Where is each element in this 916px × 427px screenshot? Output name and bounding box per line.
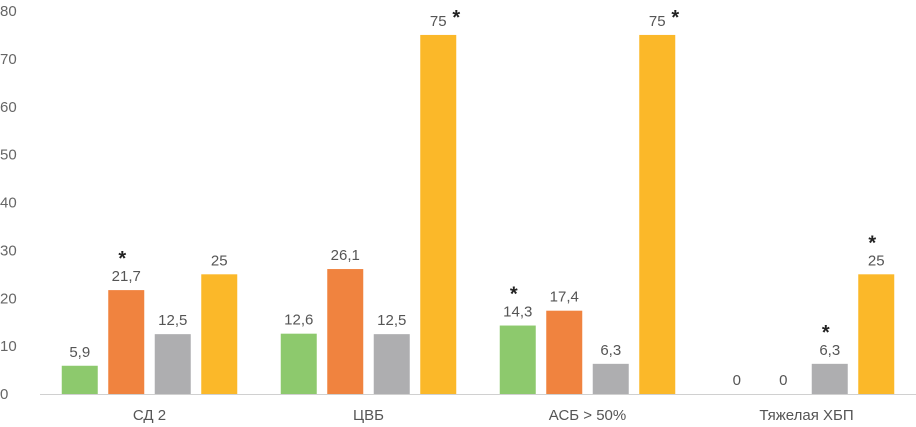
data-label: 0 (733, 372, 741, 389)
bar (201, 274, 238, 394)
data-label: 12,6 (284, 312, 313, 329)
data-label: 6,3 (819, 342, 840, 359)
data-label: 75 (430, 13, 447, 30)
significance-marker: * (868, 232, 876, 254)
y-tick-label: 40 (0, 195, 17, 212)
bar (546, 310, 583, 394)
significance-marker: * (822, 322, 830, 344)
bar (280, 333, 317, 394)
bar (811, 363, 848, 394)
bar (61, 365, 98, 394)
y-tick-label: 0 (0, 386, 8, 403)
bar (639, 34, 676, 394)
y-tick-label: 20 (0, 290, 17, 307)
significance-marker: * (452, 7, 460, 29)
data-label: 14,3 (503, 304, 532, 321)
data-label: 25 (211, 252, 228, 269)
data-label: 5,9 (69, 344, 90, 361)
bar (154, 334, 191, 394)
data-label: 25 (868, 252, 885, 269)
data-label: 12,5 (377, 312, 406, 329)
bars (61, 34, 895, 394)
y-tick-label: 30 (0, 242, 17, 259)
y-tick-label: 60 (0, 99, 17, 116)
data-label: 75 (649, 13, 666, 30)
data-label: 21,7 (112, 268, 141, 285)
bar (108, 290, 145, 394)
data-label: 0 (779, 372, 787, 389)
y-axis: 0 10 20 30 40 50 60 70 80 (0, 3, 17, 403)
y-tick-label: 80 (0, 3, 17, 20)
data-label: 12,5 (158, 312, 187, 329)
bar (420, 34, 457, 394)
x-category-label: АСБ > 50% (549, 407, 626, 424)
data-label: 17,4 (550, 289, 579, 306)
significance-marker: * (118, 248, 126, 270)
bar (327, 269, 364, 394)
data-label: 6,3 (600, 342, 621, 359)
y-tick-label: 70 (0, 51, 17, 68)
x-axis: СД 2 ЦВБ АСБ > 50% Тяжелая ХБП (40, 394, 916, 424)
y-tick-label: 10 (0, 338, 17, 355)
significance-marker: * (671, 7, 679, 29)
y-tick-label: 50 (0, 147, 17, 164)
bar (373, 334, 410, 394)
x-category-label: ЦВБ (353, 407, 384, 424)
x-category-label: СД 2 (133, 407, 166, 424)
x-category-label: Тяжелая ХБП (759, 407, 853, 424)
bar (499, 325, 536, 394)
significance-marker: * (510, 284, 518, 306)
data-label: 26,1 (331, 247, 360, 264)
bar (592, 363, 629, 394)
bar (858, 274, 895, 394)
